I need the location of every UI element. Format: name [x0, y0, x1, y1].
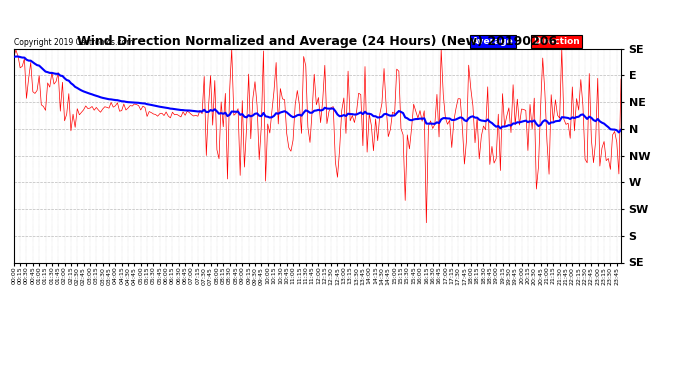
Title: Wind Direction Normalized and Average (24 Hours) (New) 20190206: Wind Direction Normalized and Average (2…: [77, 34, 558, 48]
Text: Average: Average: [472, 37, 514, 46]
Text: Direction: Direction: [533, 37, 580, 46]
Text: Copyright 2019 Cartronics.com: Copyright 2019 Cartronics.com: [14, 38, 133, 46]
